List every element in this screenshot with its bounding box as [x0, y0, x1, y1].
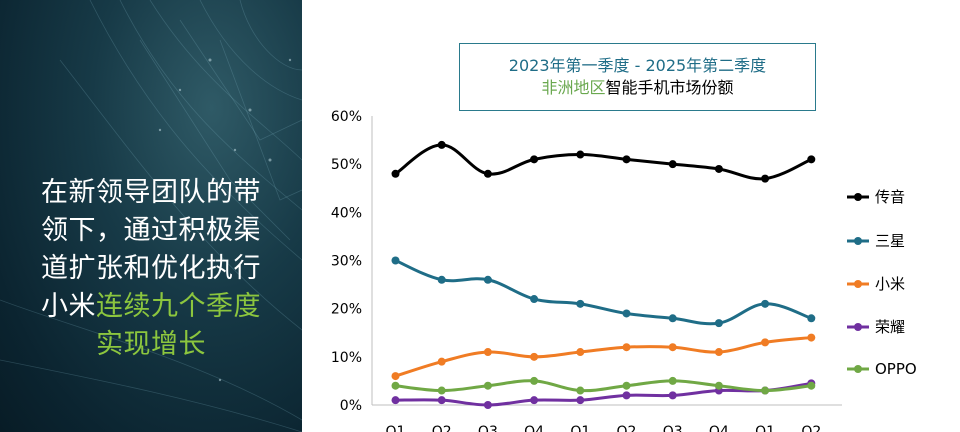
headline-line-5-highlight: 实现增长 — [96, 329, 206, 360]
data-point — [530, 396, 539, 405]
data-point — [391, 372, 400, 381]
x-tick-label: Q3 — [478, 424, 498, 432]
data-point — [622, 391, 631, 400]
data-point — [668, 314, 677, 323]
y-tick-label: 30% — [331, 254, 362, 270]
data-point — [714, 348, 723, 357]
x-tick-label: Q2 — [617, 424, 637, 432]
y-tick-label: 0% — [340, 398, 362, 414]
data-point — [576, 396, 585, 405]
network-background-graphic — [0, 0, 302, 432]
data-point — [807, 155, 816, 164]
legend-swatch-marker — [854, 365, 862, 373]
x-tick-label: Q2 — [432, 424, 452, 432]
chart-title-rest: 智能手机市场份额 — [605, 78, 734, 97]
legend-label: 荣耀 — [875, 318, 905, 336]
data-point — [576, 299, 585, 308]
data-point — [668, 391, 677, 400]
legend-label: 小米 — [875, 275, 905, 293]
chart-title-line-2: 非洲地区智能手机市场份额 — [460, 77, 815, 99]
y-tick-label: 60% — [331, 109, 362, 125]
x-tick-label: Q3 — [663, 424, 683, 432]
headline-line-1: 在新领导团队的带 — [41, 177, 261, 208]
y-tick-label: 40% — [331, 205, 362, 221]
legend-label: 三星 — [875, 232, 905, 250]
data-point — [576, 386, 585, 395]
data-point — [483, 348, 492, 357]
market-share-line-chart: 0% 10% 20% 30% 40% 50% 60% Q1 Q2 Q3 Q4 Q1 Q2 Q3 Q4 Q1 Q2… — [331, 109, 917, 432]
data-point — [437, 396, 446, 405]
data-point — [576, 348, 585, 357]
data-point — [483, 275, 492, 284]
headline-line-4-highlight: 连续九个季度 — [96, 291, 261, 322]
series-line — [394, 259, 812, 326]
x-tick-label: Q1 — [386, 424, 406, 432]
data-point — [437, 357, 446, 366]
data-point — [668, 376, 677, 385]
left-banner: 在新领导团队的带 领下，通过积极渠 道扩张和优化执行 小米连续九个季度 实现增长 — [0, 0, 302, 432]
headline-line-2: 领下，通过积极渠 — [41, 215, 261, 246]
data-point — [714, 164, 723, 173]
data-point — [530, 352, 539, 361]
series-line — [394, 143, 812, 181]
headline-line-4-plain: 小米 — [41, 291, 96, 322]
data-point — [530, 376, 539, 385]
data-point — [622, 343, 631, 352]
x-tick-label: Q2 — [801, 424, 821, 432]
y-tick-label: 50% — [331, 157, 362, 173]
legend-swatch-marker — [854, 323, 862, 331]
legend-label: OPPO — [875, 360, 917, 378]
data-point — [530, 155, 539, 164]
data-point — [622, 381, 631, 390]
data-point — [668, 343, 677, 352]
x-tick-label: Q1 — [755, 424, 775, 432]
headline-text: 在新领导团队的带 领下，通过积极渠 道扩张和优化执行 小米连续九个季度 实现增长 — [0, 174, 302, 364]
chart-title-region: 非洲地区 — [541, 78, 606, 97]
legend-label: 传音 — [875, 188, 905, 206]
series-line — [395, 379, 812, 393]
data-point — [391, 396, 400, 405]
data-point — [391, 256, 400, 265]
chart-title-box: 2023年第一季度 - 2025年第二季度 非洲地区智能手机市场份额 — [459, 43, 816, 111]
y-tick-label: 20% — [331, 302, 362, 318]
data-point — [668, 160, 677, 169]
data-point — [437, 140, 446, 149]
data-point — [483, 381, 492, 390]
legend-swatch-marker — [854, 237, 862, 245]
legend-swatch-marker — [854, 193, 862, 201]
data-point — [714, 319, 723, 328]
data-point — [761, 386, 770, 395]
data-point — [761, 174, 770, 183]
headline-line-3: 道扩张和优化执行 — [41, 253, 261, 284]
series-line — [395, 336, 812, 378]
data-point — [483, 401, 492, 409]
chart-title-line-1: 2023年第一季度 - 2025年第二季度 — [508, 56, 767, 75]
data-point — [807, 314, 816, 323]
series-line — [395, 381, 812, 407]
y-tick-label: 10% — [331, 350, 362, 366]
data-point — [807, 381, 816, 390]
data-point — [437, 275, 446, 284]
data-point — [391, 381, 400, 390]
data-point — [530, 295, 539, 304]
data-point — [761, 299, 770, 308]
data-point — [483, 169, 492, 178]
data-point — [714, 381, 723, 390]
x-tick-label: Q4 — [709, 424, 729, 432]
x-tick-label: Q4 — [524, 424, 544, 432]
data-point — [391, 169, 400, 178]
data-point — [437, 386, 446, 395]
headline-line-4: 小米连续九个季度 — [0, 288, 302, 326]
data-point — [622, 155, 631, 164]
data-point — [576, 150, 585, 159]
legend-swatch-marker — [854, 280, 862, 288]
data-point — [622, 309, 631, 318]
data-point — [807, 333, 816, 342]
x-tick-label: Q1 — [570, 424, 590, 432]
data-point — [761, 338, 770, 347]
